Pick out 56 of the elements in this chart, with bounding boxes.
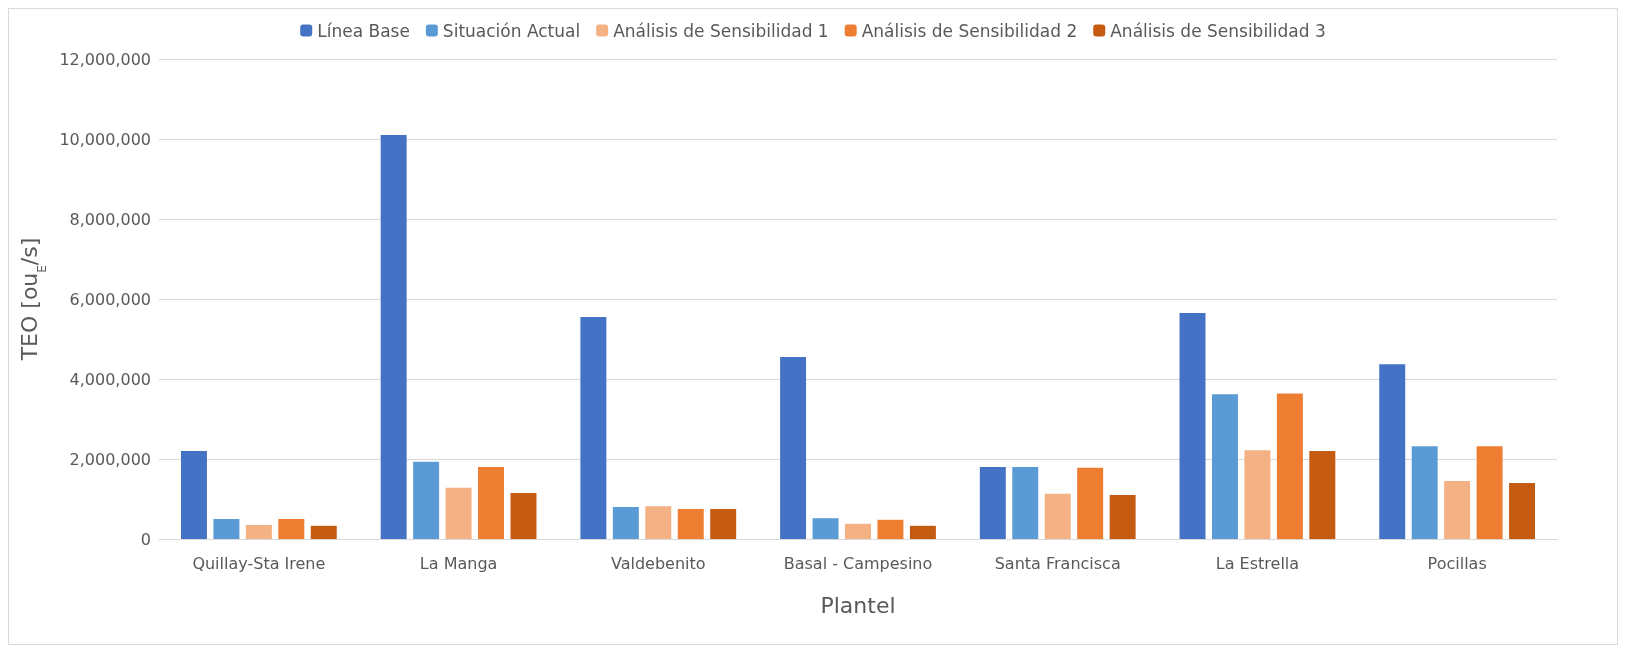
- bar: [812, 518, 839, 539]
- bar: [478, 467, 505, 539]
- x-tick-label: Quillay-Sta Irene: [192, 553, 326, 573]
- y-axis-title: TEO [ouE/s]: [16, 237, 50, 362]
- bar: [1476, 446, 1503, 539]
- bar: [510, 493, 537, 539]
- y-tick-label: 6,000,000: [69, 289, 151, 309]
- bar: [1444, 481, 1471, 539]
- bar: [1044, 493, 1071, 539]
- y-tick-label: 2,000,000: [69, 449, 151, 469]
- x-tick-label: La Estrella: [1215, 553, 1300, 573]
- x-tick-label: Pocillas: [1427, 553, 1487, 573]
- bar: [877, 519, 904, 539]
- x-axis-title: Plantel: [820, 592, 896, 618]
- bar: [845, 523, 871, 539]
- bar: [677, 509, 704, 539]
- x-tick-label: Santa Francisca: [994, 553, 1121, 573]
- bar: [245, 525, 272, 539]
- bar: [445, 487, 472, 539]
- y-tick-label: 4,000,000: [69, 369, 151, 389]
- bar: [979, 467, 1006, 539]
- bar: [1077, 467, 1104, 539]
- bar: [1211, 394, 1238, 539]
- bar: [1179, 313, 1206, 539]
- legend-label: Línea Base: [317, 20, 410, 41]
- bar: [1244, 450, 1271, 539]
- y-tick-label: 10,000,000: [59, 129, 151, 149]
- legend-label: Situación Actual: [442, 20, 581, 41]
- bar: [1309, 451, 1336, 539]
- bar: [213, 519, 240, 539]
- bar: [413, 461, 440, 539]
- bar: [612, 507, 639, 539]
- y-tick-label: 0: [140, 529, 151, 549]
- bar: [780, 357, 807, 539]
- bar: [1109, 495, 1136, 539]
- legend-label: Análisis de Sensibilidad 3: [1110, 20, 1326, 41]
- x-tick-label: Basal - Campesino: [783, 553, 933, 573]
- legend-label: Análisis de Sensibilidad 2: [861, 20, 1078, 41]
- bar: [278, 519, 305, 539]
- bar: [1509, 483, 1536, 539]
- bar: [710, 509, 737, 539]
- bar: [380, 135, 407, 539]
- y-tick-label: 8,000,000: [69, 209, 151, 229]
- bar: [580, 317, 607, 539]
- bar: [909, 525, 936, 539]
- bar: [645, 506, 672, 539]
- bar: [1276, 393, 1303, 539]
- bar: [310, 525, 337, 539]
- legend-label: Análisis de Sensibilidad 1: [613, 20, 829, 41]
- bar: [1012, 467, 1039, 539]
- x-tick-label: La Manga: [419, 553, 498, 573]
- bar: [1411, 446, 1438, 539]
- bar: [1379, 364, 1406, 539]
- bar: [180, 451, 207, 539]
- x-tick-label: Valdebenito: [610, 553, 706, 573]
- y-tick-label: 12,000,000: [59, 49, 151, 69]
